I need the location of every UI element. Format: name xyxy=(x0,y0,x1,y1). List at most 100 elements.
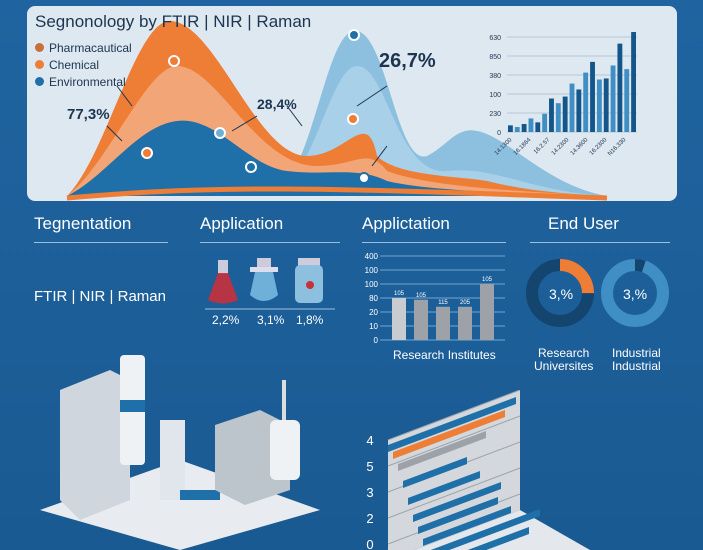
y-tick-label: 80 xyxy=(369,294,378,303)
application-value: 1,8% xyxy=(296,313,324,327)
donut-label: Industrial Industrial xyxy=(612,346,661,373)
x-tick-label: 16.1864 xyxy=(513,137,533,157)
y-tick-label: 100 xyxy=(489,92,501,99)
bar xyxy=(528,118,534,132)
bar xyxy=(631,32,636,132)
bar xyxy=(413,482,501,522)
spectrometer-illustration xyxy=(40,355,320,550)
chart-title: Segnonology by FTIR | NIR | Raman xyxy=(35,12,312,31)
data-label: 105 xyxy=(394,291,405,297)
x-tick-label: 16.2300 xyxy=(589,137,609,157)
gridline xyxy=(387,415,521,467)
bar xyxy=(617,43,623,133)
donut-slice xyxy=(601,259,669,327)
bar xyxy=(408,471,480,505)
x-tick-label: 14.3600 xyxy=(570,137,590,157)
section-title: Applictation xyxy=(362,214,450,233)
donut-center-label: 3,% xyxy=(549,286,574,302)
legend-item: Environmental xyxy=(35,74,132,91)
bar xyxy=(590,61,595,132)
x-tick-label: 14.2300 xyxy=(551,137,571,157)
bar xyxy=(624,69,630,132)
donut-slice xyxy=(526,259,594,327)
y-tick-label: 0 xyxy=(374,336,379,345)
bar xyxy=(610,65,616,132)
application-value: 3,1% xyxy=(257,313,285,327)
annotation: 28,4% xyxy=(257,96,297,112)
bar xyxy=(603,78,609,132)
y-tick-label: 3 xyxy=(366,485,373,500)
data-point xyxy=(168,55,180,67)
data-point xyxy=(358,172,370,184)
y-tick-label: 5 xyxy=(366,459,373,474)
bar xyxy=(521,124,527,132)
bar xyxy=(596,79,602,132)
donut-center-label: 3,% xyxy=(623,286,648,302)
y-tick-label: 400 xyxy=(365,252,379,261)
bar xyxy=(542,113,548,132)
gridline xyxy=(387,390,521,441)
y-tick-label: 10 xyxy=(369,322,378,331)
research-bar-chart: 0 10 20 80 100 100 400 105 105 115 205 105 xyxy=(365,252,505,345)
y-tick-label: 0 xyxy=(497,130,501,137)
flask-icon xyxy=(208,260,238,304)
section-title: Tegnentation xyxy=(34,214,132,233)
area-environmental xyxy=(67,120,607,196)
isometric-bar-chart: 4 5 3 2 0 xyxy=(366,390,590,550)
jar-icon xyxy=(295,258,323,303)
y-tick-label: 630 xyxy=(489,35,501,42)
bar xyxy=(535,122,541,132)
x-tick-label: 16.2.57 xyxy=(533,137,552,156)
bar xyxy=(514,127,520,132)
y-tick-label: 850 xyxy=(489,54,501,61)
data-point xyxy=(348,29,360,41)
bar xyxy=(555,103,561,132)
bar xyxy=(508,125,513,132)
bar xyxy=(393,410,505,459)
bar xyxy=(576,89,582,132)
bar xyxy=(398,431,486,471)
data-point xyxy=(347,113,359,125)
segmentation-text: FTIR | NIR | Raman xyxy=(34,288,166,305)
x-tick-label: N16.330 xyxy=(607,137,628,158)
bar xyxy=(423,506,511,546)
bar xyxy=(458,306,472,340)
section-title: End User xyxy=(548,214,619,233)
bottle-icon xyxy=(250,258,278,301)
annotation: 77,3% xyxy=(67,106,110,123)
donut-label: Research Universites xyxy=(534,346,594,373)
bar xyxy=(583,72,589,132)
bar xyxy=(418,497,498,534)
y-tick-label: 230 xyxy=(489,111,501,118)
flask-icons xyxy=(205,258,335,310)
legend: Pharmacautical Chemical Environmental xyxy=(35,40,132,91)
bar xyxy=(569,83,575,132)
top-chart-panel: 630 850 380 100 230 0 14.1300 16.1864 16.2.57 14.… xyxy=(27,6,677,201)
bar xyxy=(549,98,554,132)
data-label: 205 xyxy=(460,300,471,306)
bar xyxy=(414,299,428,340)
section-title: Application xyxy=(200,214,284,233)
y-tick-label: 100 xyxy=(365,280,379,289)
y-tick-label: 20 xyxy=(369,308,378,317)
bar xyxy=(430,509,540,550)
y-tick-label: 380 xyxy=(489,73,501,80)
data-point xyxy=(141,147,153,159)
application-value: 2,2% xyxy=(212,313,240,327)
legend-item: Pharmacautical xyxy=(35,40,132,57)
y-tick-label: 100 xyxy=(365,266,379,275)
bar xyxy=(436,306,450,340)
data-point xyxy=(245,161,257,173)
data-label: 105 xyxy=(482,277,493,283)
bar xyxy=(388,397,516,452)
y-tick-label: 2 xyxy=(366,511,373,526)
data-point xyxy=(214,127,226,139)
bar xyxy=(392,298,406,340)
data-label: 105 xyxy=(416,293,427,299)
bar xyxy=(562,96,568,132)
annotation: 26,7% xyxy=(379,50,436,72)
bar xyxy=(480,284,494,340)
chart-label: Research Institutes xyxy=(393,348,496,362)
